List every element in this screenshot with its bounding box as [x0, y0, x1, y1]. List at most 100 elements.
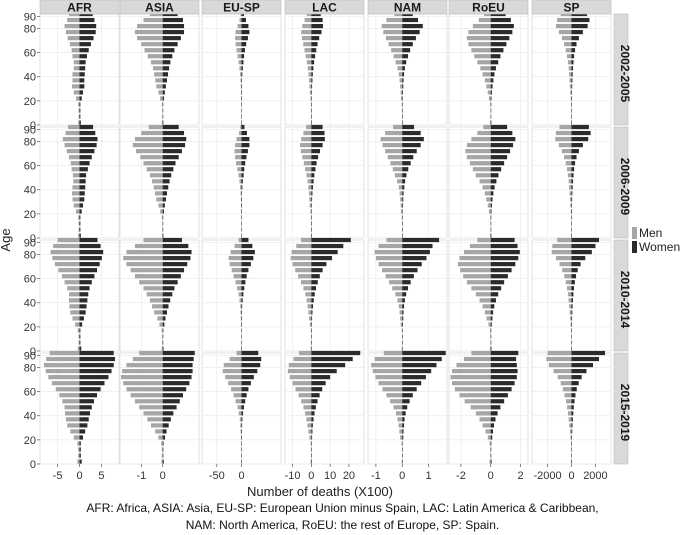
- bar-women: [402, 136, 424, 142]
- panel-afr-2015-2019: [39, 350, 120, 465]
- bar-men: [229, 262, 242, 267]
- bar-men: [310, 328, 312, 333]
- bar-men: [310, 441, 312, 446]
- bar-women: [311, 203, 312, 208]
- bar-women: [571, 29, 583, 35]
- bar-women: [490, 149, 511, 154]
- bar-men: [161, 447, 163, 452]
- bar-men: [72, 78, 80, 83]
- bar-men: [147, 417, 163, 422]
- bar-women: [311, 350, 361, 356]
- bar-men: [568, 179, 572, 184]
- bar-women: [162, 29, 185, 35]
- bar-women: [490, 249, 520, 255]
- bar-men: [70, 310, 80, 315]
- bar-women: [490, 375, 517, 380]
- bar-women: [162, 417, 171, 422]
- bar-men: [78, 114, 80, 119]
- bar-women: [571, 310, 573, 315]
- bar-women: [79, 255, 102, 261]
- bar-men: [486, 197, 491, 202]
- bar-men: [303, 130, 312, 136]
- bar-women: [402, 60, 407, 65]
- bar-men: [562, 387, 572, 392]
- bar-men: [239, 298, 242, 303]
- bar-men: [132, 356, 163, 362]
- bar-women: [79, 66, 86, 71]
- bar-women: [571, 356, 600, 362]
- bar-men: [565, 161, 572, 166]
- bar-women: [490, 405, 501, 410]
- bar-women: [402, 120, 403, 125]
- bar-women: [402, 393, 413, 398]
- bar-women: [311, 209, 312, 214]
- bar-women: [79, 136, 98, 142]
- panel-sp-2010-2014: [531, 237, 612, 352]
- bar-women: [571, 459, 572, 464]
- bar-women: [490, 78, 494, 83]
- bar-women: [241, 286, 245, 291]
- bar-women: [162, 161, 176, 166]
- bar-men: [155, 191, 163, 196]
- bar-men: [569, 197, 572, 202]
- region-label: RoEU: [472, 1, 505, 15]
- bar-men: [567, 405, 572, 410]
- bar-women: [402, 54, 409, 59]
- bar-women: [311, 227, 312, 232]
- region-strip-nam: NAM: [367, 0, 448, 15]
- bar-men: [401, 102, 403, 107]
- bar-women: [571, 429, 573, 434]
- y-tick-label: 20: [24, 209, 36, 221]
- x-tick-label: -5: [53, 470, 63, 482]
- bar-women: [79, 310, 86, 315]
- bar-women: [571, 334, 572, 339]
- y-tick-label: 0: [30, 459, 36, 471]
- bar-women: [402, 387, 417, 392]
- bar-women: [79, 142, 97, 148]
- bar-men: [456, 362, 491, 368]
- bar-men: [310, 459, 312, 464]
- bar-men: [569, 304, 572, 309]
- bar-women: [241, 149, 248, 154]
- bar-men: [236, 161, 242, 166]
- bar-men: [489, 120, 491, 125]
- bar-women: [402, 90, 404, 95]
- bar-men: [53, 243, 80, 249]
- bar-men: [161, 215, 163, 220]
- bar-men: [560, 381, 572, 386]
- panel-roeu-2010-2014: [448, 237, 529, 352]
- bar-women: [311, 237, 351, 243]
- bar-men: [479, 179, 491, 184]
- bar-women: [490, 130, 513, 136]
- bar-men: [222, 368, 242, 374]
- panel-asia-2015-2019: [119, 350, 200, 465]
- bar-men: [388, 42, 403, 47]
- bar-men: [162, 334, 163, 339]
- bar-men: [238, 60, 242, 65]
- bar-women: [571, 54, 575, 59]
- bar-men: [291, 249, 312, 255]
- bar-women: [162, 429, 167, 434]
- bar-men: [122, 368, 163, 374]
- bar-women: [79, 459, 82, 464]
- bar-women: [490, 54, 501, 59]
- bar-men: [68, 155, 80, 160]
- bar-men: [480, 66, 491, 71]
- bar-women: [490, 36, 510, 41]
- bar-women: [402, 221, 403, 226]
- bar-men: [385, 149, 403, 154]
- bar-women: [79, 356, 116, 362]
- bar-women: [490, 197, 493, 202]
- bar-women: [571, 48, 576, 53]
- bar-women: [571, 405, 574, 410]
- bar-women: [490, 179, 497, 184]
- bar-men: [392, 167, 403, 172]
- bar-women: [490, 346, 492, 351]
- y-tick-label: 80: [24, 23, 36, 35]
- bar-men: [482, 423, 491, 428]
- bar-women: [571, 387, 577, 392]
- bar-women: [79, 381, 105, 386]
- bar-men: [450, 375, 491, 380]
- bar-men: [73, 203, 80, 208]
- bar-women: [402, 72, 405, 77]
